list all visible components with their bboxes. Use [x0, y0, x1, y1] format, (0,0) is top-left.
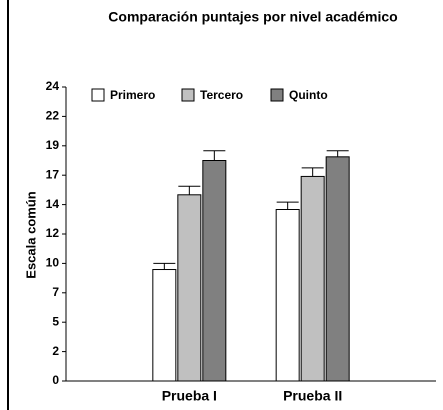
chart-title: Comparación puntajes por nivel académico [108, 9, 397, 25]
y-tick-label: 2 [52, 344, 59, 358]
bar [202, 160, 227, 382]
bar [275, 209, 300, 382]
y-tick-label: 7 [52, 285, 59, 299]
legend-swatch [270, 88, 284, 102]
bar [300, 175, 325, 382]
bar [152, 269, 177, 382]
error-bar [153, 262, 176, 270]
legend-swatch [181, 88, 195, 102]
x-tick-label: Prueba II [283, 388, 342, 404]
y-tick-label: 14 [46, 197, 60, 211]
y-tick-label: 17 [46, 167, 60, 181]
y-tick-label: 19 [46, 138, 60, 152]
y-tick-label: 0 [52, 373, 59, 387]
y-tick-label: 12 [46, 226, 60, 240]
legend-label: Quinto [289, 88, 328, 102]
y-tick-label: 5 [52, 314, 59, 328]
y-tick-label: 10 [46, 256, 60, 270]
legend-label: Primero [110, 88, 155, 102]
y-tick-label: 24 [46, 79, 60, 93]
x-tick-label: Prueba I [162, 388, 217, 404]
bar [325, 156, 350, 382]
error-bar [203, 150, 226, 161]
legend-swatch [91, 88, 105, 102]
y-axis-label: Escala común [23, 191, 38, 278]
error-bar [301, 167, 324, 177]
legend-label: Tercero [200, 88, 243, 102]
error-bar [178, 185, 201, 195]
error-bar [326, 150, 349, 157]
error-bar [276, 201, 299, 210]
y-tick-label: 22 [46, 109, 60, 123]
bar [177, 194, 202, 382]
